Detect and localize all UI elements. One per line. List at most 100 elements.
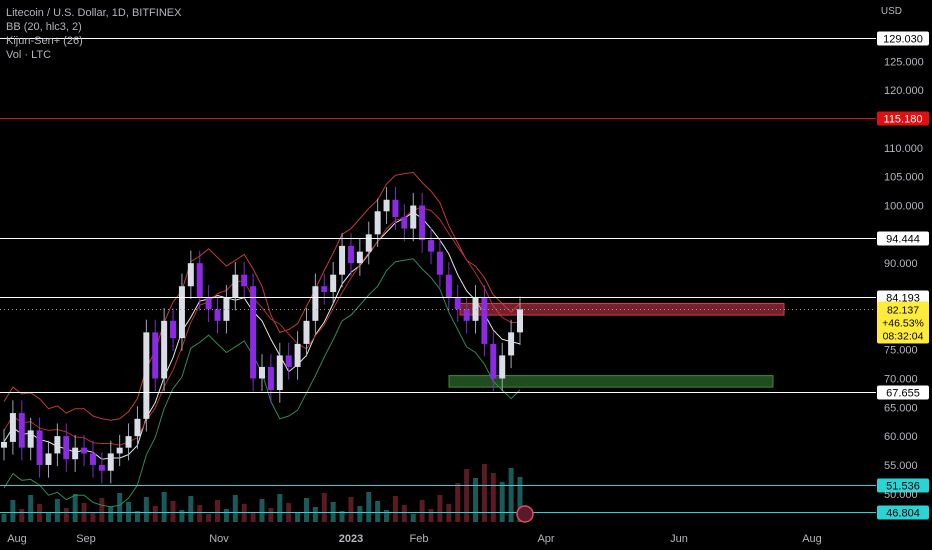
candle-body bbox=[419, 205, 426, 241]
level-badge bbox=[877, 111, 929, 126]
volume-indicator-label[interactable]: Vol · LTC bbox=[6, 49, 52, 61]
candle-body bbox=[89, 453, 96, 465]
candle-body bbox=[27, 430, 34, 448]
candle-body bbox=[107, 453, 114, 471]
candle-body bbox=[116, 447, 123, 454]
volume-bar bbox=[384, 510, 390, 522]
volume-bar bbox=[455, 483, 461, 522]
current-price-text: +46.53% bbox=[882, 318, 924, 330]
level-badge bbox=[877, 478, 929, 493]
candle-body bbox=[170, 320, 177, 339]
candle-body bbox=[276, 355, 283, 391]
y-tick-label: 125.000 bbox=[884, 56, 924, 68]
candle-body bbox=[45, 453, 52, 465]
candle-body bbox=[294, 343, 301, 367]
candle-body bbox=[285, 355, 292, 367]
volume-bar bbox=[161, 492, 167, 522]
candle-body bbox=[232, 274, 239, 298]
x-tick-label: Apr bbox=[537, 533, 554, 545]
price-axis: 125.000 120.000 110.000 105.000 100.000 90.00… bbox=[884, 56, 924, 500]
current-price-box bbox=[877, 301, 929, 344]
level-label: 51.536 bbox=[886, 481, 920, 493]
candle-body bbox=[223, 297, 230, 321]
volume-bar bbox=[197, 505, 203, 522]
candle-body bbox=[330, 274, 337, 292]
candle-body bbox=[54, 436, 61, 454]
candle-body bbox=[339, 245, 346, 275]
symbol-title: Litecoin / U.S. Dollar, 1D, BITFINEX bbox=[6, 7, 182, 19]
candle-body bbox=[481, 297, 488, 344]
level-label: 129.030 bbox=[883, 34, 923, 46]
level-badge bbox=[877, 385, 929, 400]
volume-bar bbox=[312, 507, 318, 522]
y-tick-label: 100.000 bbox=[884, 201, 924, 213]
candle-body bbox=[463, 309, 470, 321]
volume-bar bbox=[72, 494, 78, 522]
candle-body bbox=[161, 320, 168, 379]
candle-body bbox=[321, 286, 328, 292]
candle-body bbox=[152, 332, 159, 379]
volume-bar bbox=[90, 512, 96, 522]
volume-bar bbox=[375, 501, 381, 522]
volume-bar bbox=[392, 496, 398, 522]
candle-body bbox=[454, 297, 461, 310]
volume-bar bbox=[206, 514, 212, 522]
y-tick-label: 50.000 bbox=[884, 489, 918, 501]
candle-body bbox=[81, 447, 88, 454]
volume-bar bbox=[63, 508, 69, 522]
x-tick-label: Sep bbox=[76, 533, 96, 545]
y-tick-label: 75.000 bbox=[884, 345, 918, 357]
volume-bar bbox=[437, 495, 443, 522]
candle-body bbox=[490, 343, 497, 379]
y-tick-label: 105.000 bbox=[884, 172, 924, 184]
kijun-line bbox=[3, 207, 520, 446]
volume-bar bbox=[10, 500, 16, 522]
horizontal-levels[interactable]: 129.030115.18094.44484.19367.65551.53646… bbox=[0, 31, 929, 523]
bb-indicator-label[interactable]: BB (20, hlc3, 2) bbox=[6, 21, 82, 33]
candle-body bbox=[125, 436, 132, 448]
currency-label: USD bbox=[880, 6, 902, 17]
volume-bar bbox=[277, 494, 283, 522]
volume-bar bbox=[295, 512, 301, 522]
candle-body bbox=[63, 436, 70, 460]
volume-bar bbox=[28, 495, 34, 522]
middle-band bbox=[3, 211, 521, 460]
y-tick-label: 55.000 bbox=[884, 460, 918, 472]
volume-bar bbox=[464, 469, 470, 522]
volume-bar bbox=[232, 495, 238, 522]
time-axis: Aug Sep Nov 2023 Feb Apr Jun Aug bbox=[7, 533, 822, 545]
candle-body bbox=[98, 464, 105, 471]
candle-body bbox=[267, 366, 274, 391]
x-tick-label: Aug bbox=[802, 533, 822, 545]
candle-body bbox=[517, 309, 523, 333]
volume-bar bbox=[215, 500, 221, 522]
candle-body bbox=[499, 355, 506, 379]
candle-body bbox=[241, 274, 248, 287]
candle-body bbox=[312, 286, 319, 321]
volume-bar bbox=[401, 505, 407, 522]
y-tick-label: 65.000 bbox=[884, 402, 918, 414]
candle-body bbox=[143, 332, 150, 419]
volume-bar bbox=[303, 498, 309, 522]
candle-body bbox=[428, 240, 435, 252]
level-badge bbox=[877, 505, 929, 520]
volume-bar bbox=[481, 464, 487, 522]
candle-body bbox=[259, 366, 265, 379]
candle-body bbox=[401, 217, 408, 229]
volume-bar bbox=[268, 508, 274, 522]
candle-body bbox=[250, 286, 257, 379]
candle-body bbox=[445, 274, 452, 298]
candle-body bbox=[134, 418, 141, 437]
kijun-indicator-label[interactable]: Kijun-Sen+ (26) bbox=[6, 35, 83, 47]
level-badge bbox=[877, 31, 929, 46]
volume-bar bbox=[366, 492, 372, 522]
volume-bar bbox=[348, 497, 354, 522]
level-label: 115.180 bbox=[884, 114, 923, 126]
y-tick-label: 110.000 bbox=[884, 143, 923, 155]
volume-bar bbox=[223, 509, 229, 522]
volume-bar bbox=[428, 509, 434, 522]
current-price-text: 82.137 bbox=[887, 305, 919, 317]
candle-body bbox=[1, 441, 7, 448]
volume-bar bbox=[1, 514, 7, 522]
